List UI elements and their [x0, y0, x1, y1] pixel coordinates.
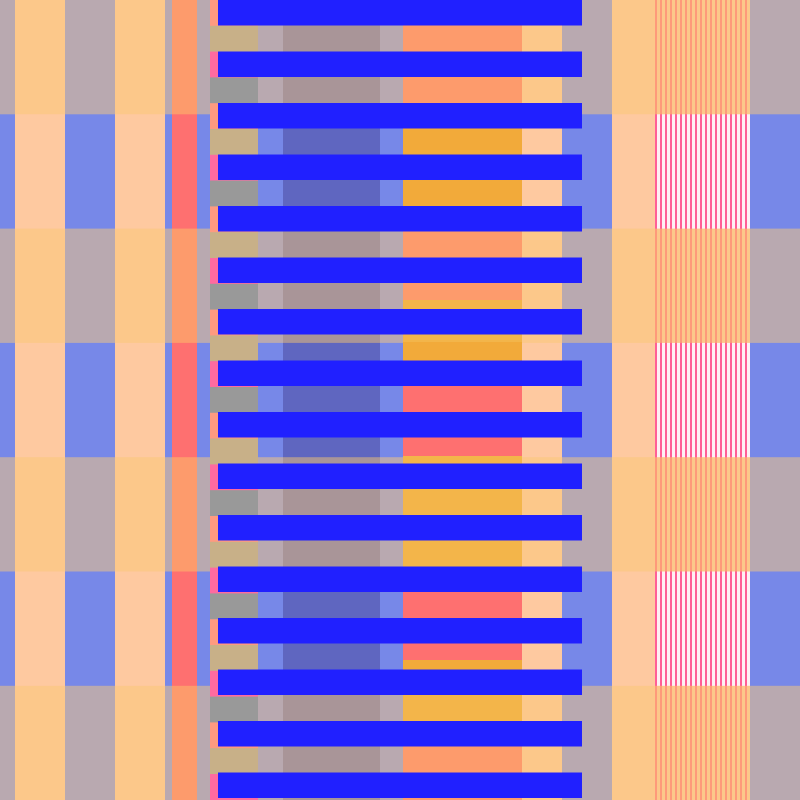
peach-column — [115, 571, 165, 687]
blue-bar — [218, 154, 582, 180]
peach-column — [115, 685, 165, 800]
peach-column — [612, 228, 655, 344]
peach-column — [15, 228, 65, 344]
peach-column — [612, 342, 655, 459]
peach-column — [115, 342, 165, 459]
peach-column — [115, 228, 165, 344]
peach-column — [15, 0, 65, 116]
blue-bar — [218, 206, 582, 232]
small-block — [210, 696, 258, 723]
stripe-column — [655, 228, 750, 344]
peach-column — [115, 0, 165, 116]
peach-column — [612, 457, 655, 573]
small-block — [210, 748, 258, 775]
blue-bar — [218, 721, 582, 747]
orange-column — [172, 342, 197, 459]
peach-column — [522, 342, 562, 459]
orange-column — [172, 571, 197, 687]
blue-bar — [218, 515, 582, 541]
small-block — [210, 77, 258, 104]
peach-column — [15, 685, 65, 800]
small-block — [210, 129, 258, 155]
blue-bar — [218, 309, 582, 335]
blue-bar — [218, 51, 582, 77]
peach-column — [115, 114, 165, 230]
stripe-column — [655, 342, 750, 459]
blue-bar — [218, 0, 582, 26]
small-block — [210, 593, 258, 620]
blue-bar — [218, 463, 582, 489]
peach-column — [15, 457, 65, 573]
peach-column — [612, 114, 655, 230]
blue-bar — [218, 257, 582, 283]
peach-column — [612, 0, 655, 116]
peach-column — [612, 685, 655, 800]
blue-bar — [218, 412, 582, 438]
small-block — [210, 438, 258, 465]
peach-column — [115, 457, 165, 573]
stripe-column — [655, 114, 750, 230]
small-block — [210, 180, 258, 207]
stripe-column — [655, 571, 750, 687]
peach-column — [15, 114, 65, 230]
blue-bar — [218, 103, 582, 129]
small-block — [210, 232, 258, 259]
small-block — [210, 387, 258, 413]
dark-column — [283, 342, 380, 459]
stripe-column — [655, 457, 750, 573]
peach-column — [612, 571, 655, 687]
blue-bar — [218, 566, 582, 592]
orange-column — [172, 457, 197, 573]
orange-column — [172, 0, 197, 116]
stripe-column — [655, 685, 750, 800]
blue-bar — [218, 669, 582, 695]
peach-column — [15, 342, 65, 459]
blue-bar — [218, 618, 582, 644]
blue-bar — [218, 360, 582, 386]
small-block — [210, 335, 258, 362]
small-block — [210, 25, 258, 52]
orange-column — [172, 228, 197, 344]
stripe-column — [655, 0, 750, 116]
small-block — [210, 541, 258, 568]
small-block — [210, 283, 258, 310]
orange-column — [172, 685, 197, 800]
orange-column — [172, 114, 197, 230]
small-block — [210, 490, 258, 517]
small-block — [210, 645, 258, 671]
peach-column — [15, 571, 65, 687]
horizontal-bars — [218, 0, 582, 798]
blue-bar — [218, 772, 582, 798]
